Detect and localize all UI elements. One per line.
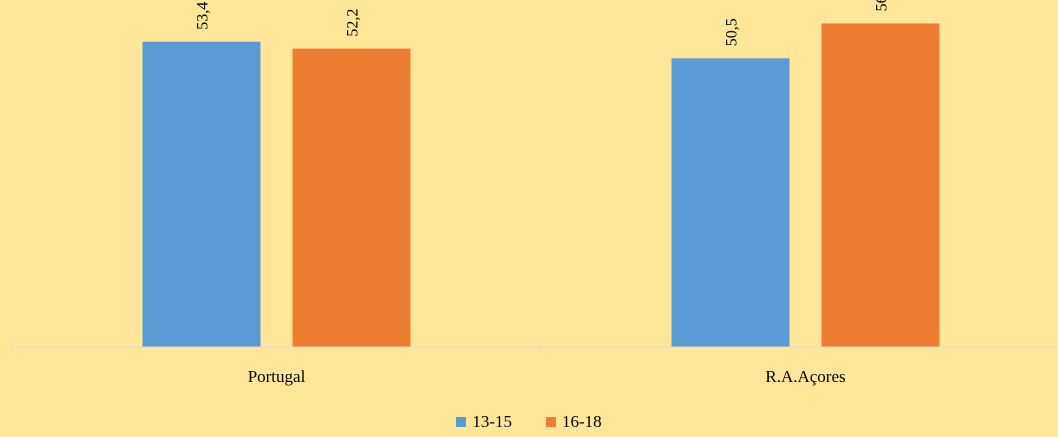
category-labels-group: Portugal R.A.Açores [248,367,846,386]
data-label-16-18-R.A.Açores: 56,6 [874,0,891,11]
data-label-16-18-Portugal: 52,2 [345,9,362,37]
bars-group [142,23,940,348]
bar-16-18-R.A.Açores [821,23,940,347]
data-label-13-15-R.A.Açores: 50,5 [724,18,741,46]
data-labels-group: 53,4 52,2 50,5 56,6 [195,0,891,46]
legend-label-13-15: 13-15 [472,412,512,431]
legend-label-16-18: 16-18 [562,412,602,431]
bar-16-18-Portugal [292,48,411,348]
legend-item-16-18: 16-18 [546,412,602,432]
legend-item-13-15: 13-15 [456,412,512,432]
legend: 13-15 16-18 [0,412,1058,432]
legend-swatch-16-18 [546,417,556,427]
category-label-R.A.Açores: R.A.Açores [765,367,845,386]
category-label-Portugal: Portugal [248,367,306,386]
legend-swatch-13-15 [456,417,467,427]
bar-13-15-R.A.Açores [671,58,790,347]
data-label-13-15-Portugal: 53,4 [195,2,212,30]
bar-13-15-Portugal [142,41,261,347]
